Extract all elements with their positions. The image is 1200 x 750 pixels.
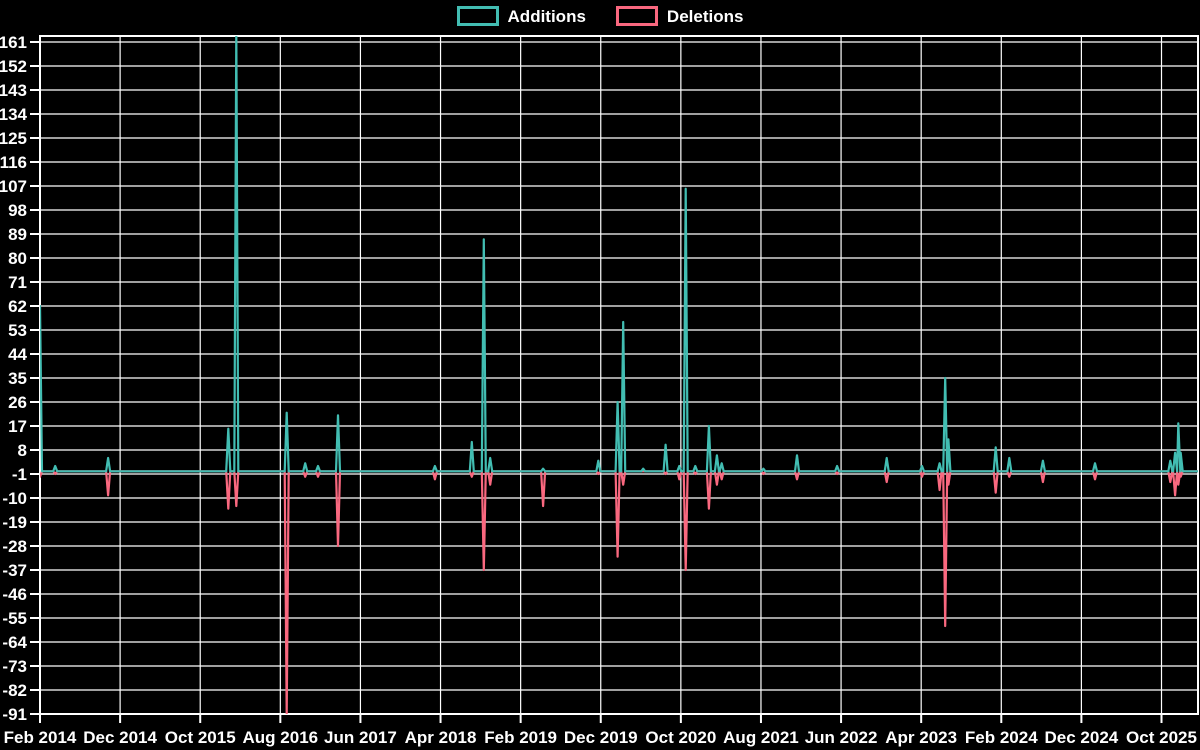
x-axis-tick-label: Dec 2019 bbox=[564, 728, 638, 747]
y-axis-tick-label: 107 bbox=[0, 177, 27, 196]
x-axis-tick-label: Oct 2025 bbox=[1126, 728, 1197, 747]
y-axis-tick-label: 71 bbox=[8, 273, 27, 292]
y-axis-tick-label: -82 bbox=[2, 681, 27, 700]
y-axis-tick-label: -28 bbox=[2, 537, 27, 556]
x-axis-tick-label: Apr 2023 bbox=[885, 728, 957, 747]
y-axis-tick-label: 98 bbox=[8, 201, 27, 220]
y-axis-tick-label: 80 bbox=[8, 249, 27, 268]
y-axis-tick-label: 17 bbox=[8, 417, 27, 436]
y-axis-tick-label: 26 bbox=[8, 393, 27, 412]
y-axis-tick-label: 152 bbox=[0, 57, 27, 76]
x-axis-tick-label: Jun 2017 bbox=[324, 728, 397, 747]
x-axis-tick-label: Feb 2014 bbox=[4, 728, 77, 747]
y-axis-tick-label: 8 bbox=[18, 441, 27, 460]
deletions-line[interactable] bbox=[40, 470, 1198, 714]
x-axis-tick-label: Oct 2020 bbox=[645, 728, 716, 747]
y-axis-tick-label: 125 bbox=[0, 129, 27, 148]
x-axis-tick-label: Apr 2018 bbox=[405, 728, 477, 747]
y-axis-tick-label: 134 bbox=[0, 105, 28, 124]
y-axis-tick-label: 89 bbox=[8, 225, 27, 244]
y-axis-tick-label: 116 bbox=[0, 153, 27, 172]
y-axis-tick-label: 161 bbox=[0, 33, 27, 52]
chart-legend: Additions Deletions bbox=[0, 6, 1200, 26]
additions-line[interactable] bbox=[40, 31, 1198, 473]
x-axis-tick-label: Oct 2015 bbox=[165, 728, 236, 747]
y-axis-tick-label: 143 bbox=[0, 81, 27, 100]
x-axis-tick-label: Dec 2024 bbox=[1045, 728, 1119, 747]
y-axis-tick-label: 44 bbox=[8, 345, 27, 364]
y-axis-tick-label: 62 bbox=[8, 297, 27, 316]
x-axis-tick-label: Aug 2016 bbox=[243, 728, 319, 747]
y-axis-tick-label: -73 bbox=[2, 657, 27, 676]
x-axis-tick-label: Jun 2022 bbox=[805, 728, 878, 747]
y-axis-tick-label: -1 bbox=[12, 465, 27, 484]
y-axis-tick-label: -37 bbox=[2, 561, 27, 580]
deletions-swatch-icon bbox=[615, 6, 658, 26]
x-axis-tick-label: Dec 2014 bbox=[83, 728, 157, 747]
x-axis-tick-label: Aug 2021 bbox=[723, 728, 799, 747]
y-axis-tick-label: -91 bbox=[2, 705, 27, 724]
y-axis-tick-label: -10 bbox=[2, 489, 27, 508]
x-axis-tick-label: Feb 2019 bbox=[484, 728, 557, 747]
y-axis-tick-label: -64 bbox=[2, 633, 27, 652]
deletions-legend-label: Deletions bbox=[666, 6, 744, 26]
additions-swatch-icon bbox=[456, 6, 499, 26]
legend-item-deletions[interactable]: Deletions bbox=[615, 6, 744, 26]
x-axis-tick-label: Feb 2024 bbox=[965, 728, 1038, 747]
legend-item-additions[interactable]: Additions bbox=[456, 6, 586, 26]
y-axis-tick-label: -55 bbox=[2, 609, 27, 628]
y-axis-tick-label: 53 bbox=[8, 321, 27, 340]
y-axis-tick-label: -46 bbox=[2, 585, 27, 604]
y-axis-tick-label: -19 bbox=[2, 513, 27, 532]
additions-legend-label: Additions bbox=[507, 6, 586, 26]
y-axis-tick-label: 35 bbox=[8, 369, 27, 388]
